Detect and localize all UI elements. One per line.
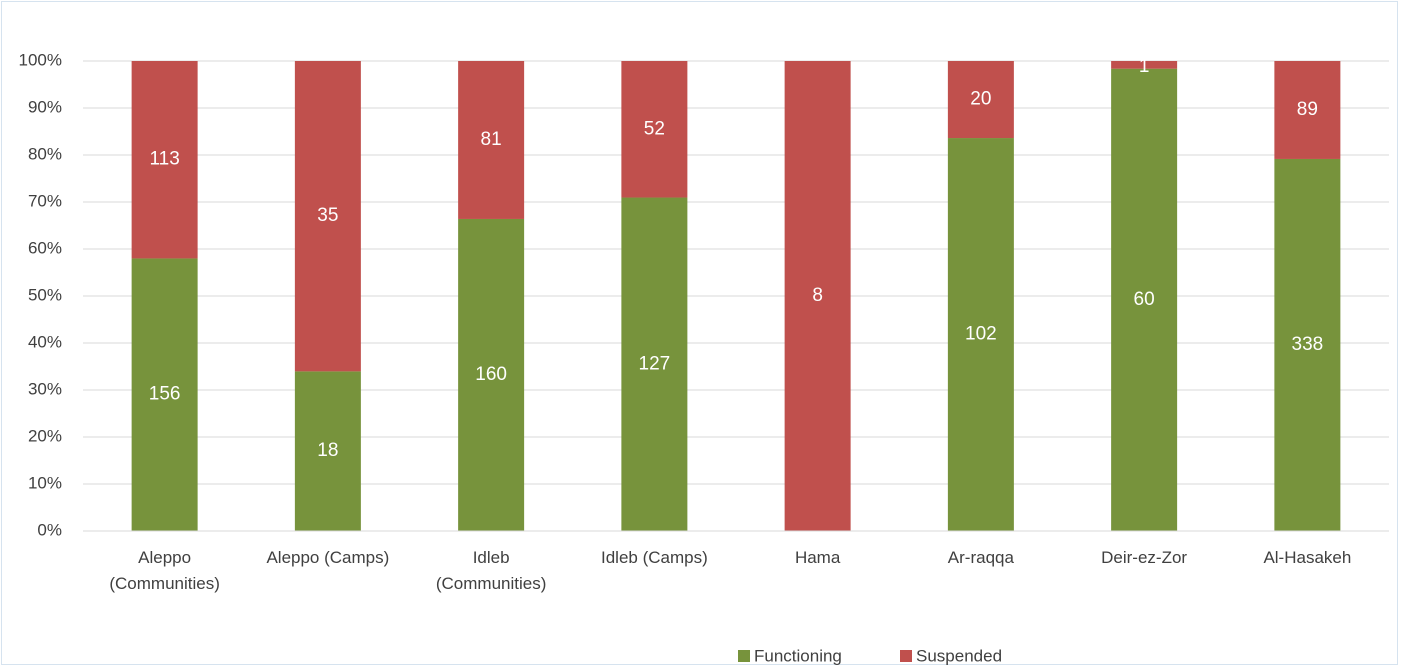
x-tick-label: Aleppo (Communities) <box>109 548 220 593</box>
data-label: 127 <box>639 353 671 374</box>
y-tick-label: 10% <box>28 473 62 492</box>
legend-swatch <box>900 650 912 662</box>
y-tick-label: 0% <box>37 520 62 539</box>
data-label: 8 <box>812 285 823 306</box>
bar-segment <box>131 258 198 531</box>
data-label: 20 <box>970 89 991 110</box>
data-label: 18 <box>317 440 338 461</box>
y-tick-label: 30% <box>28 379 62 398</box>
bar-segment <box>1274 61 1341 159</box>
data-label: 35 <box>317 205 338 226</box>
bar-segment <box>1111 61 1178 69</box>
data-label: 156 <box>149 384 181 405</box>
data-label: 60 <box>1134 289 1155 310</box>
x-tick-label: Aleppo (Camps) <box>266 548 390 567</box>
legend-swatch <box>738 650 750 662</box>
bar-segment <box>621 197 688 531</box>
bar-segment <box>621 61 688 198</box>
bar-segment <box>1111 68 1178 531</box>
y-tick-label: 90% <box>28 97 62 116</box>
x-tick-label: Hama <box>794 548 841 567</box>
bar-segment <box>1274 158 1341 531</box>
data-label: 160 <box>475 364 507 385</box>
bar-segment <box>458 61 525 219</box>
y-tick-label: 70% <box>28 191 62 210</box>
data-label: 1 <box>1139 56 1150 77</box>
data-label: 89 <box>1297 99 1318 120</box>
y-tick-label: 60% <box>28 238 62 257</box>
y-tick-label: 40% <box>28 332 62 351</box>
data-label: 113 <box>149 149 179 170</box>
bar-segment <box>458 218 525 532</box>
bar-segment <box>947 138 1014 531</box>
data-label: 338 <box>1292 334 1324 355</box>
bar-segment <box>294 61 361 372</box>
y-tick-label: 20% <box>28 426 62 445</box>
bar-segment <box>947 61 1014 139</box>
data-label: 81 <box>481 129 502 150</box>
x-tick-label: Deir-ez-Zor <box>1101 548 1188 567</box>
bar-segment <box>784 61 851 531</box>
x-tick-label: Al-Hasakeh <box>1263 548 1352 567</box>
legend-label: Suspended <box>916 646 1002 665</box>
x-tick-label: Ar-raqqa <box>947 548 1014 567</box>
y-tick-label: 50% <box>28 285 62 304</box>
data-label: 102 <box>965 324 997 345</box>
bar-segment <box>294 371 361 531</box>
y-tick-label: 80% <box>28 144 62 163</box>
y-tick-label: 100% <box>19 50 62 69</box>
legend-label: Functioning <box>754 646 842 665</box>
x-tick-label: Idleb (Communities) <box>435 548 547 593</box>
data-label: 52 <box>644 118 665 139</box>
bar-segment <box>131 61 198 259</box>
x-tick-label: Idleb (Camps) <box>600 548 708 567</box>
